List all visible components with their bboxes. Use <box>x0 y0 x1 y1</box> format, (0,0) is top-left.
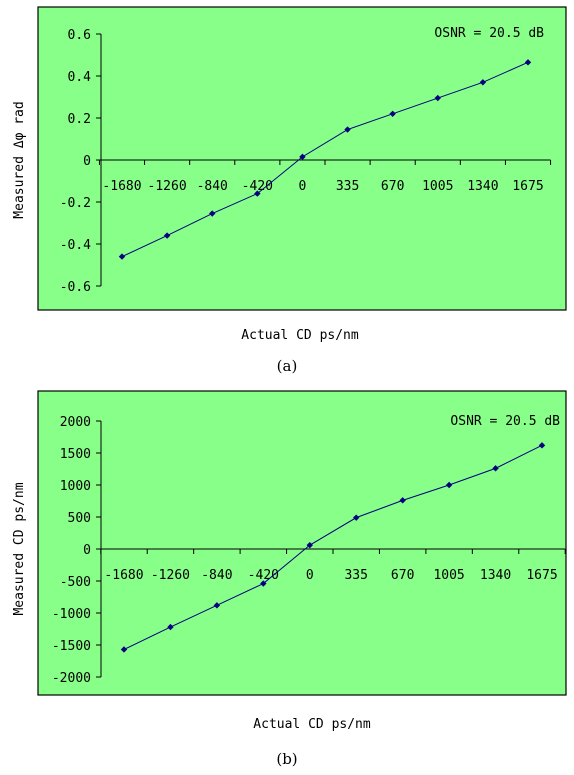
x-tick-label: -1260 <box>151 568 190 583</box>
y-tick-label: 0 <box>83 154 91 169</box>
data-point <box>434 94 441 102</box>
x-tick-label: 1340 <box>467 179 498 194</box>
series-line <box>121 61 529 258</box>
y-axis-label: Measured Δφ rad <box>12 101 27 218</box>
data-point <box>209 210 216 217</box>
series-line <box>123 444 543 650</box>
x-tick-label: -420 <box>248 568 279 583</box>
data-point <box>306 541 313 549</box>
y-tick-label: 0 <box>83 543 91 558</box>
data-point <box>213 602 221 609</box>
plot-area <box>37 390 567 696</box>
data-point <box>353 514 360 521</box>
chart-a: -0.6 -0.4 -0.2 0 0.2 0.4 0.6 -1680 -1260 -840 -420… <box>12 6 567 375</box>
data-point <box>163 232 171 239</box>
x-tick-label: 335 <box>344 568 367 583</box>
y-tick-label: -1000 <box>52 607 91 622</box>
osnr-annotation: OSNR = 20.5 dB <box>450 414 560 429</box>
data-point <box>479 79 487 86</box>
x-tick-label: 0 <box>299 179 307 194</box>
x-tick-label: 1005 <box>433 568 464 583</box>
x-tick-label: 1675 <box>526 568 557 583</box>
x-tick-label: 1340 <box>480 568 511 583</box>
y-tick-label: -0.4 <box>60 238 91 253</box>
data-point <box>524 59 532 66</box>
x-tick-label: 335 <box>336 179 359 194</box>
data-point <box>260 580 267 587</box>
x-tick-label: -1680 <box>102 179 141 194</box>
y-tick-label: -500 <box>60 575 91 590</box>
osnr-annotation: OSNR = 20.5 dB <box>434 26 544 41</box>
x-tick-label: -1260 <box>148 179 187 194</box>
y-tick-label: 1500 <box>60 447 91 462</box>
figure-caption: (a) <box>277 357 298 375</box>
x-tick-label: 1675 <box>512 179 543 194</box>
data-point <box>344 126 351 133</box>
data-point <box>120 646 128 653</box>
figure-caption: (b) <box>276 750 297 768</box>
y-axis-label: Measured CD ps/nm <box>12 482 27 615</box>
data-point <box>118 253 126 260</box>
y-tick-label: 1000 <box>60 479 91 494</box>
x-tick-label: 670 <box>381 179 404 194</box>
data-point <box>492 465 499 472</box>
y-tick-label: -2000 <box>52 671 91 686</box>
y-tick-label: -0.6 <box>60 280 91 295</box>
y-tick-label: 0.6 <box>68 28 91 43</box>
x-axis-label: Actual CD ps/nm <box>253 717 371 732</box>
y-tick-label: 500 <box>68 511 91 526</box>
x-tick-label: 0 <box>306 568 314 583</box>
x-tick-label: 1005 <box>422 179 453 194</box>
chart-b: -2000 -1500 -1000 -500 0 500 1000 1500 2000 -1680… <box>12 390 567 768</box>
data-point <box>389 110 396 117</box>
y-tick-label: -0.2 <box>60 196 91 211</box>
data-point <box>445 481 453 489</box>
data-point <box>299 153 306 161</box>
x-tick-label: -1680 <box>104 568 143 583</box>
x-tick-label: -840 <box>201 568 232 583</box>
x-axis-label: Actual CD ps/nm <box>241 328 359 343</box>
x-tick-label: 670 <box>391 568 414 583</box>
data-point <box>254 190 261 197</box>
data-point <box>167 623 174 631</box>
y-tick-label: 2000 <box>60 415 91 430</box>
x-tick-label: -840 <box>197 179 228 194</box>
y-tick-label: -1500 <box>52 639 91 654</box>
data-point <box>399 497 406 504</box>
y-tick-label: 0.4 <box>68 70 92 85</box>
data-point <box>538 442 546 449</box>
x-tick-label: -420 <box>242 179 273 194</box>
y-tick-label: 0.2 <box>68 112 91 127</box>
